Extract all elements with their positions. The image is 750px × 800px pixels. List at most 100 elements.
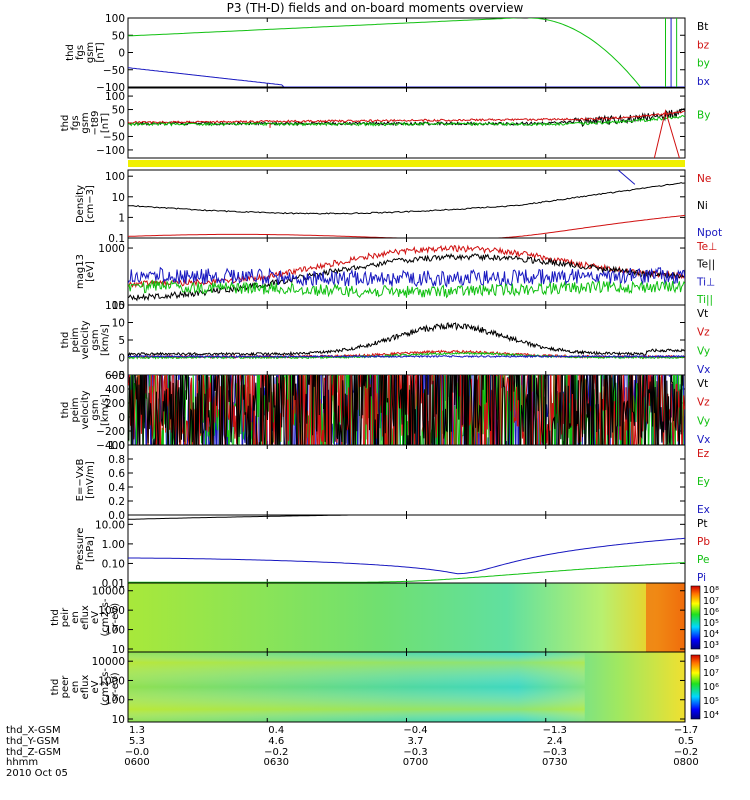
y-tick-label: 100: [105, 171, 125, 183]
traces: [128, 18, 685, 87]
footer-value: −1.7: [673, 725, 699, 736]
panel-3: [127, 169, 686, 239]
footer-label: thd_X-GSM: [6, 725, 61, 736]
y-axis-label: en: [70, 681, 81, 694]
y-tick-label: 1: [118, 212, 125, 224]
y-tick-label: 600: [105, 370, 125, 382]
y-axis-label: [nT]: [100, 113, 111, 133]
y-tick-label: 0.10: [102, 558, 125, 570]
y-tick-label: 0: [118, 412, 125, 424]
colorbar-label: 10⁴: [703, 710, 719, 721]
y-tick-label: 1000: [98, 605, 125, 617]
legend-entry: Vt: [697, 378, 708, 390]
trace-bz: [128, 110, 685, 124]
legend-entry: Vx: [697, 364, 710, 376]
footer-value: 2.4: [546, 735, 563, 747]
colorbar-label: 10⁶: [703, 682, 719, 693]
traces: [128, 515, 685, 583]
footer-date: 2010 Oct 05: [6, 768, 68, 780]
panel-frame: [127, 514, 686, 584]
legend-entry: bx: [697, 76, 710, 88]
y-axis-label: [mV/m]: [85, 461, 96, 499]
legend-entry: Ti⊥: [696, 276, 715, 288]
footer-value: 0730: [542, 757, 568, 769]
y-tick-label: 15: [112, 300, 125, 312]
y-tick-label: 100: [105, 91, 125, 103]
y-axis-label: gsm: [90, 329, 101, 350]
legend-entry: Pe: [697, 554, 709, 566]
legend-entry: Te⊥: [696, 241, 717, 253]
footer-value: −0.0: [124, 746, 150, 758]
y-tick-label: 0.01: [102, 578, 125, 590]
legend-entry: Vz: [697, 327, 710, 339]
legend-entry: Vy: [697, 415, 710, 427]
footer-label: thd_Y-GSM: [6, 735, 60, 747]
footer-value: −0.2: [673, 746, 699, 758]
y-tick-label: 400: [105, 384, 125, 396]
trace-bx: [128, 67, 685, 87]
y-axis-label: en: [70, 611, 81, 624]
y-axis-label: velocity: [80, 390, 91, 429]
trace-vx: [128, 354, 685, 359]
y-tick-label: 1000: [98, 675, 125, 687]
legend-entry: Vy: [697, 345, 710, 357]
legend-entry: Pt: [697, 518, 707, 530]
legend-entry: Ni: [697, 200, 708, 212]
panel-9: [127, 582, 701, 653]
trace-vy: [128, 351, 685, 360]
y-axis-label: gsm: [85, 42, 96, 63]
footer-value: 3.7: [407, 735, 424, 747]
footer-value: 0700: [402, 757, 429, 769]
traces: [128, 108, 685, 158]
spectrogram-edge: [646, 583, 685, 652]
traces: [128, 244, 685, 302]
y-tick-label: 0: [118, 48, 125, 60]
y-axis-label: eflux: [80, 605, 91, 630]
y-axis-label: fgs: [75, 45, 86, 60]
panel-4: [127, 237, 686, 306]
y-tick-label: 0.1: [108, 233, 125, 245]
y-axis-label: Density: [75, 185, 86, 223]
legend-entry: Ti||: [696, 294, 713, 306]
y-axis-label: eV: [90, 680, 101, 693]
y-axis-label: thd: [65, 44, 76, 61]
legend-entry: Npot: [697, 227, 722, 239]
y-axis-label: [km/s]: [100, 324, 111, 356]
y-tick-label: 0: [118, 353, 125, 365]
legend-entry: Pb: [697, 536, 710, 548]
y-tick-label: 100: [105, 695, 125, 707]
colorbar-label: 10⁵: [703, 696, 719, 707]
footer-value: −1.3: [542, 725, 567, 736]
trace-ni: [128, 182, 685, 215]
colorbar-label: 10⁷: [703, 596, 719, 607]
y-tick-label: 10: [112, 714, 125, 726]
footer-value: 1.3: [129, 725, 145, 736]
y-tick-label: 0.4: [108, 482, 125, 494]
footer-label: thd_Z-GSM: [6, 746, 61, 758]
y-axis-label: thd: [50, 679, 61, 696]
trace-ti-perp: [128, 266, 685, 288]
quality-flag-bar: [128, 160, 685, 167]
legend-entry: Vz: [697, 397, 710, 409]
y-tick-label: 10.00: [95, 519, 125, 531]
footer-value: 0800: [673, 757, 699, 769]
y-tick-label: 0.0: [108, 510, 125, 522]
y-axis-label: gsm: [80, 112, 91, 133]
y-tick-label: 10000: [92, 586, 125, 598]
y-tick-label: 1000: [98, 243, 125, 255]
trace-ne: [128, 214, 685, 238]
traces: [128, 322, 685, 360]
y-axis-label: eV: [90, 611, 101, 624]
y-tick-label: 1.00: [102, 539, 125, 551]
legend-entry: Te||: [696, 259, 715, 271]
colorbar: [690, 585, 701, 650]
panel-10: [127, 651, 701, 723]
y-axis-label: gsm: [90, 399, 101, 420]
legend-entry: Vt: [697, 308, 708, 320]
y-axis-label: peim: [70, 327, 81, 352]
panel-frame: [127, 444, 686, 516]
y-tick-label: 100: [105, 300, 125, 312]
y-tick-label: 100: [105, 625, 125, 637]
footer-value: 0.4: [268, 725, 285, 736]
y-tick-label: 200: [105, 398, 125, 410]
